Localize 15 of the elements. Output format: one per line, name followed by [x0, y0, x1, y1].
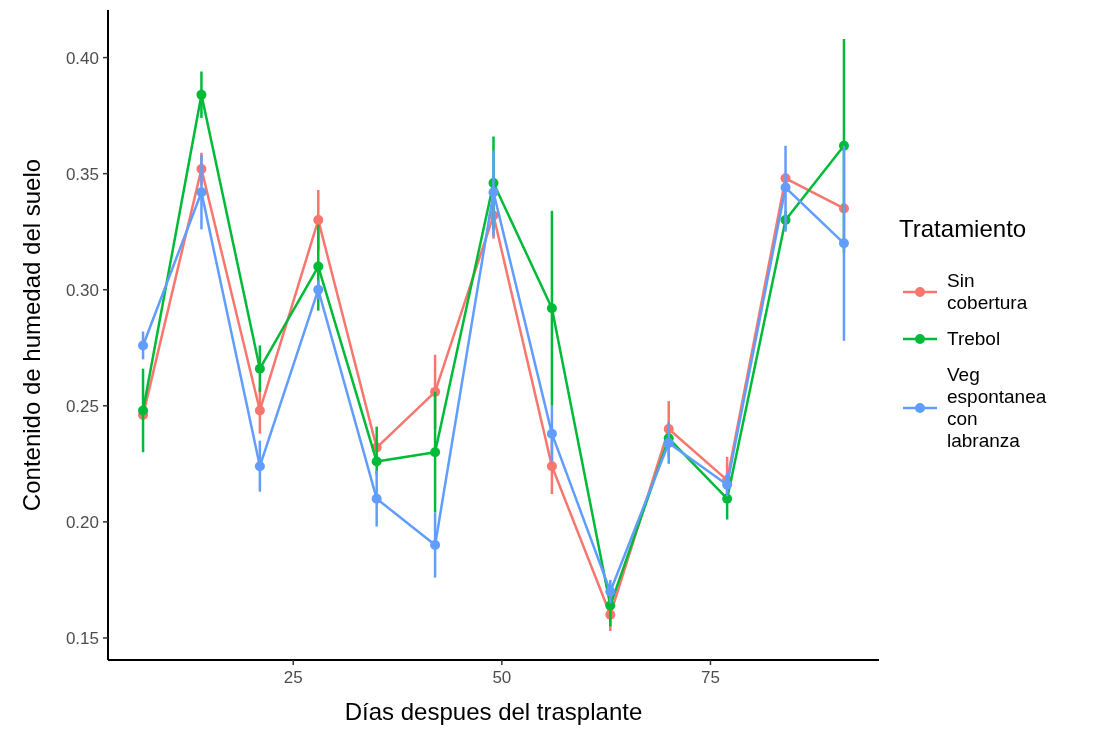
y-tick-label: 0.15 — [65, 628, 99, 648]
y-tick-label: 0.40 — [65, 48, 99, 68]
y-axis-title: Contenido de humedad del suelo — [18, 158, 45, 512]
x-tick-label: 50 — [492, 668, 512, 687]
x-tick-label: 25 — [283, 668, 303, 687]
y-tick-label: 0.35 — [65, 164, 99, 184]
y-tick-label: 0.20 — [65, 512, 99, 532]
legend-label: Sin cobertura — [947, 270, 1028, 313]
y-tick-label: 0.25 — [65, 396, 99, 416]
y-tick-label: 0.30 — [65, 280, 99, 300]
legend-label: Veg espontanea con labranza — [947, 364, 1047, 451]
x-tick-label: 75 — [700, 668, 720, 687]
legend-title: Tratamiento — [899, 215, 1027, 242]
x-axis-title: Días despues del trasplante — [344, 698, 643, 725]
legend-label: Trebol — [947, 328, 1001, 349]
